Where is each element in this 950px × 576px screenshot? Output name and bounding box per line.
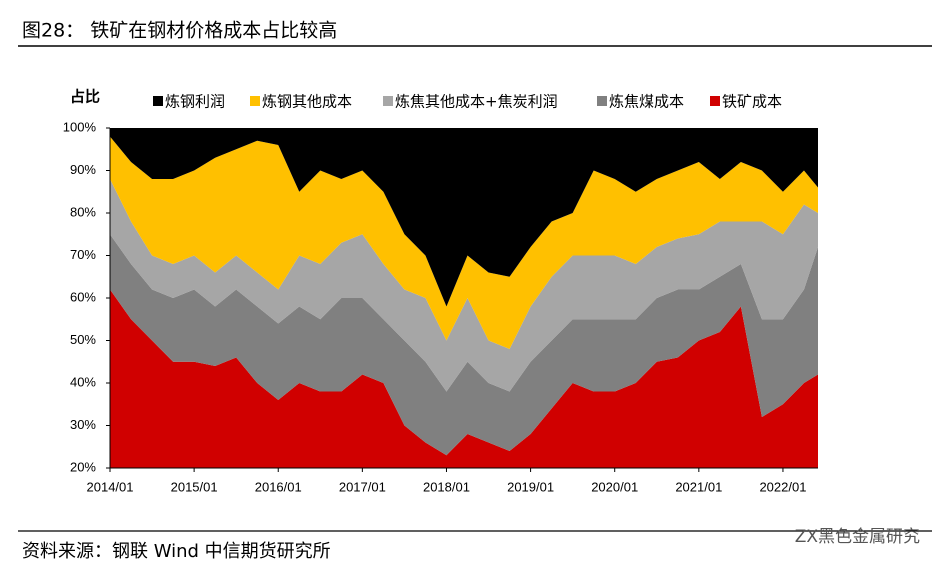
y-tick-label: 40% — [70, 374, 96, 389]
area — [110, 128, 818, 307]
x-tick-label: 2017/01 — [339, 479, 386, 494]
legend-label: 铁矿成本 — [722, 93, 782, 111]
y-tick-label: 100% — [63, 119, 97, 134]
x-tick-label: 2020/01 — [591, 479, 638, 494]
legend-swatch — [710, 96, 720, 106]
x-tick-label: 2015/01 — [171, 479, 218, 494]
y-tick-label: 50% — [70, 332, 96, 347]
legend-label: 炼焦其他成本+焦炭利润 — [395, 93, 558, 111]
y-tick-label: 20% — [70, 459, 96, 474]
x-tick-label: 2016/01 — [255, 479, 302, 494]
legend-label: 炼钢其他成本 — [262, 93, 352, 111]
y-axis-label: 占比 — [70, 88, 100, 106]
x-tick-label: 2018/01 — [423, 479, 470, 494]
y-tick-label: 60% — [70, 289, 96, 304]
y-tick-label: 30% — [70, 417, 96, 432]
x-tick-label: 2022/01 — [759, 479, 806, 494]
area — [110, 179, 818, 392]
x-tick-label: 2019/01 — [507, 479, 554, 494]
x-tick-label: 2014/01 — [87, 479, 134, 494]
legend-label: 炼焦煤成本 — [609, 93, 684, 111]
legend-swatch — [383, 96, 393, 106]
source: 资料来源：钢联 Wind 中信期货研究所 — [22, 541, 331, 562]
y-tick-label: 80% — [70, 204, 96, 219]
area — [110, 234, 818, 456]
y-tick-label: 90% — [70, 162, 96, 177]
area — [110, 136, 818, 349]
y-tick-label: 70% — [70, 247, 96, 262]
legend-swatch — [597, 96, 607, 106]
legend-label: 炼钢利润 — [165, 93, 225, 111]
area — [110, 289, 818, 468]
legend-swatch — [250, 96, 260, 106]
chart-title: 图28： 铁矿在钢材价格成本占比较高 — [22, 20, 337, 42]
x-tick-label: 2021/01 — [675, 479, 722, 494]
watermark: ZX黑色金属研究 — [795, 527, 920, 547]
legend-swatch — [153, 96, 163, 106]
plot-area — [110, 128, 818, 468]
